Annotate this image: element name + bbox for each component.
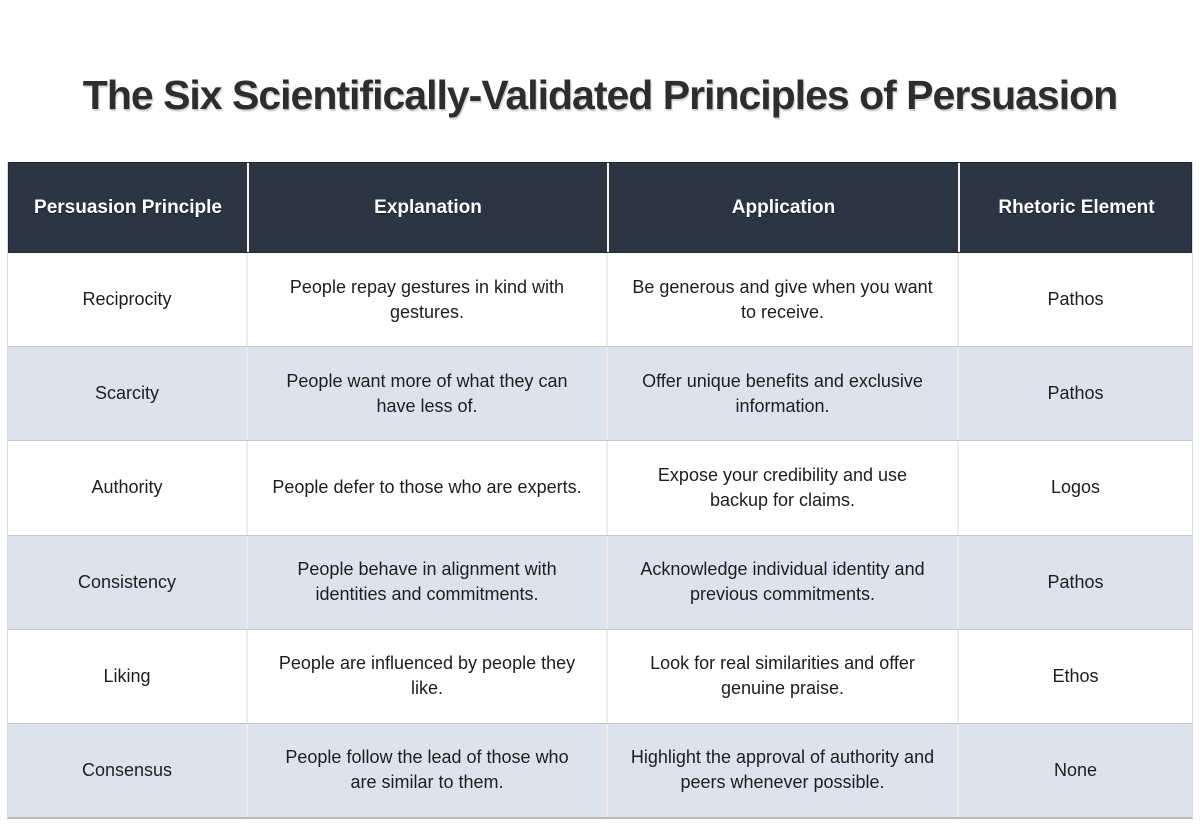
cell-application: Be generous and give when you want to re…: [608, 253, 959, 347]
cell-explanation: People behave in alignment with identiti…: [248, 535, 608, 629]
persuasion-table: Persuasion Principle Explanation Applica…: [7, 162, 1193, 819]
table-row-consistency: Consistency People behave in alignment w…: [8, 534, 1192, 629]
cell-explanation: People follow the lead of those who are …: [248, 723, 608, 818]
cell-explanation: People repay gestures in kind with gestu…: [248, 253, 608, 347]
cell-rhetoric: Pathos: [1047, 383, 1104, 404]
cell-principle: Reciprocity: [8, 253, 248, 347]
page-title: The Six Scientifically-Validated Princip…: [82, 72, 1118, 118]
table-header-row: Persuasion Principle Explanation Applica…: [8, 162, 1192, 253]
cell-application: Expose your credibility and use backup f…: [608, 441, 959, 535]
cell-explanation: People want more of what they can have l…: [248, 347, 608, 441]
column-header-persuasion-principle: Persuasion Principle: [9, 163, 249, 252]
cell-rhetoric: Logos: [1050, 477, 1101, 498]
table-body: Reciprocity People repay gestures in kin…: [8, 253, 1192, 818]
table-row-authority: Authority People defer to those who are …: [8, 440, 1192, 535]
cell-application: Acknowledge individual identity and prev…: [608, 535, 959, 629]
cell-rhetoric: None: [1053, 759, 1098, 780]
cell-application: Look for real similarities and offer gen…: [608, 629, 959, 723]
cell-rhetoric: Pathos: [1047, 571, 1104, 592]
column-header-explanation: Explanation: [249, 163, 609, 252]
table-row-reciprocity: Reciprocity People repay gestures in kin…: [8, 253, 1192, 347]
cell-principle: Consistency: [8, 535, 248, 629]
cell-application: Offer unique benefits and exclusive info…: [608, 347, 959, 441]
cell-principle: Scarcity: [8, 347, 248, 441]
table-row-consensus: Consensus People follow the lead of thos…: [8, 722, 1192, 818]
table-row-liking: Liking People are influenced by people t…: [8, 628, 1192, 723]
cell-rhetoric: Pathos: [1047, 289, 1104, 310]
table-row-scarcity: Scarcity People want more of what they c…: [8, 346, 1192, 441]
cell-rhetoric: Ethos: [1052, 665, 1099, 686]
cell-application: Highlight the approval of authority and …: [608, 723, 959, 818]
column-header-application: Application: [609, 163, 960, 252]
cell-principle: Authority: [8, 441, 248, 535]
cell-explanation: People are influenced by people they lik…: [248, 629, 608, 723]
cell-principle: Liking: [8, 629, 248, 723]
column-header-rhetoric-element: Rhetoric Element: [998, 196, 1155, 218]
cell-principle: Consensus: [8, 723, 248, 818]
cell-explanation: People defer to those who are experts.: [248, 441, 608, 535]
